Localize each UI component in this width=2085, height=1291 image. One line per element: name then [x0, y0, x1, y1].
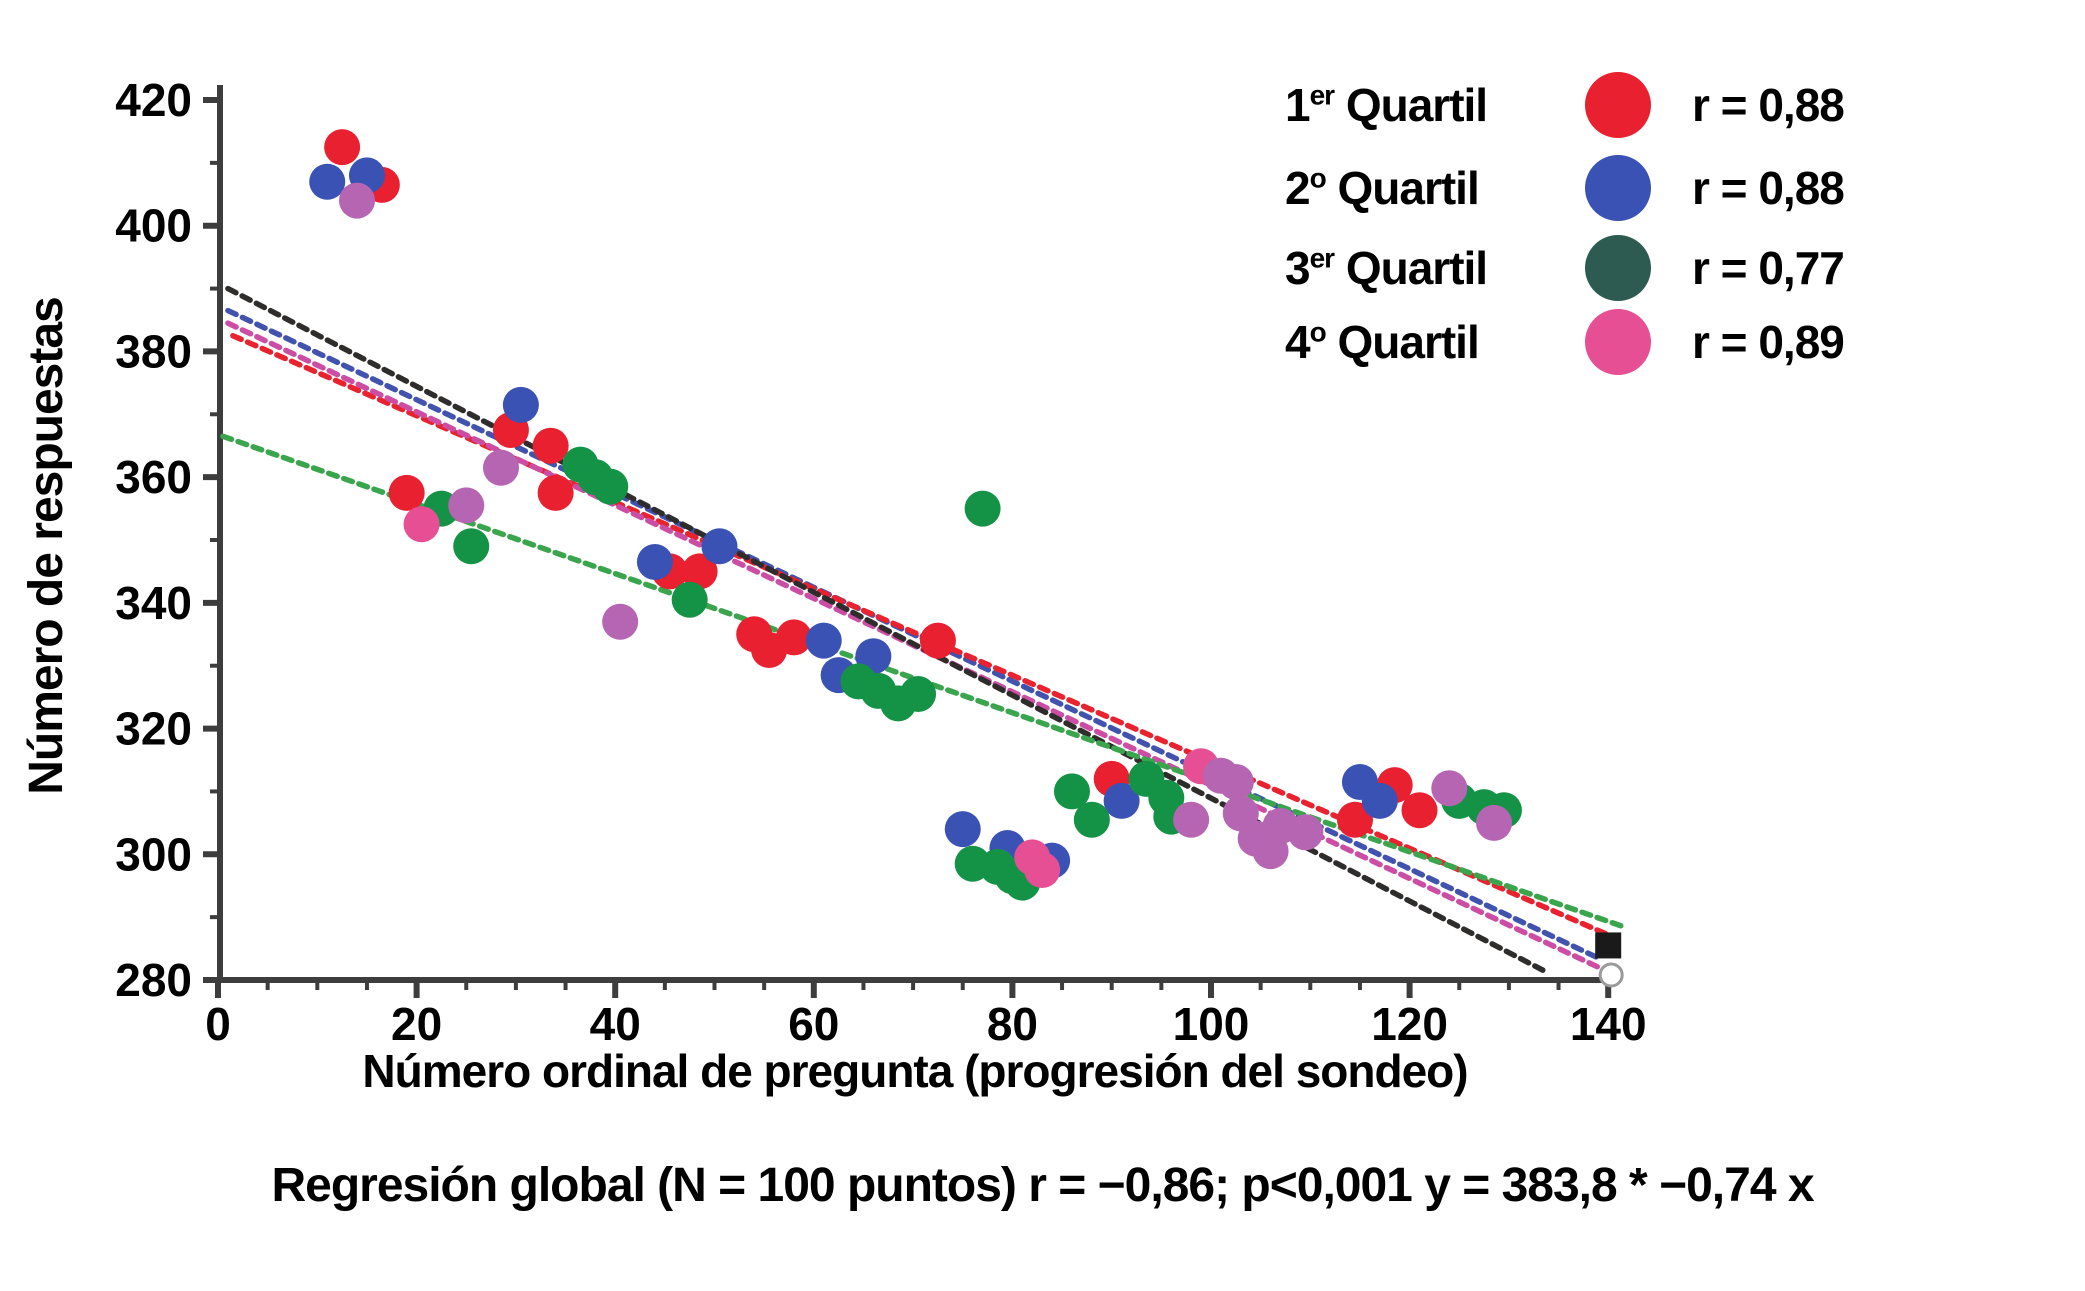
x-tick-label: 100	[1173, 998, 1250, 1050]
regression-line-global	[225, 285, 1547, 974]
scatter-point-quartil-3	[453, 528, 490, 565]
x-axis-title: Número ordinal de pregunta (progresión d…	[362, 1045, 1468, 1097]
scatter-point-quartil-4	[1217, 764, 1254, 801]
scatter-point-quartil-2	[309, 163, 346, 200]
x-tick-label: 40	[590, 998, 641, 1050]
y-tick-label: 320	[115, 703, 192, 755]
y-tick-label: 360	[115, 451, 192, 503]
y-tick-label: 300	[115, 828, 192, 880]
y-tick-label: 420	[115, 74, 192, 126]
scatter-point-quartil-4	[602, 603, 639, 640]
scatter-point-quartil-3	[964, 490, 1001, 527]
scatter-point-quartil-4	[448, 487, 485, 524]
y-tick-label: 280	[115, 954, 192, 1006]
scatter-point-quartil-1	[681, 553, 718, 590]
end-square-marker	[1595, 932, 1622, 959]
y-tick-label: 400	[115, 200, 192, 252]
scatter-point-quartil-2	[1361, 782, 1398, 819]
global-regression-caption: Regresión global (N = 100 puntos) r = −0…	[271, 1159, 1814, 1212]
scatter-point-quartil-1	[532, 427, 569, 464]
x-tick-label: 120	[1371, 998, 1448, 1050]
scatter-point-quartil-1	[537, 474, 574, 511]
x-tick-label: 140	[1570, 998, 1647, 1050]
scatter-point-quartil-4	[1287, 814, 1324, 851]
scatter-point-quartil-4	[1173, 801, 1210, 838]
y-axis-title: Número de respuestas	[20, 297, 73, 795]
end-open-circle-marker	[1598, 962, 1624, 988]
scatter-point-quartil-4	[1476, 804, 1513, 841]
x-tick-label: 20	[391, 998, 442, 1050]
x-tick-label: 60	[788, 998, 839, 1050]
scatter-point-quartil-3	[1073, 801, 1110, 838]
scatter-point-quartil-4	[1024, 852, 1061, 889]
scatter-point-quartil-1	[1401, 792, 1438, 829]
scatter-point-quartil-1	[1336, 801, 1373, 838]
scatter-point-quartil-2	[1103, 782, 1140, 819]
scatter-point-quartil-4	[339, 182, 376, 219]
scatter-point-quartil-3	[900, 676, 937, 713]
scatter-point-quartil-4	[483, 449, 520, 486]
scatter-point-quartil-1	[919, 622, 956, 659]
y-tick-label: 380	[115, 325, 192, 377]
scatter-point-quartil-3	[671, 581, 708, 618]
scatter-point-quartil-4	[1431, 770, 1468, 807]
scatter-point-quartil-1	[388, 474, 425, 511]
scatter-point-quartil-2	[805, 622, 842, 659]
scatter-point-quartil-4	[403, 506, 440, 543]
y-tick-label: 340	[115, 577, 192, 629]
scatter-point-quartil-3	[1053, 773, 1090, 810]
scatter-point-quartil-2	[636, 544, 673, 581]
x-tick-label: 80	[987, 998, 1038, 1050]
scatter-point-quartil-1	[324, 129, 361, 166]
scatter-point-quartil-3	[592, 468, 629, 505]
scatter-point-quartil-2	[944, 811, 981, 848]
scatter-point-quartil-2	[502, 386, 539, 423]
scatter-point-quartil-2	[701, 528, 738, 565]
x-tick-label: 0	[205, 998, 231, 1050]
scatter-point-quartil-1	[775, 619, 812, 656]
